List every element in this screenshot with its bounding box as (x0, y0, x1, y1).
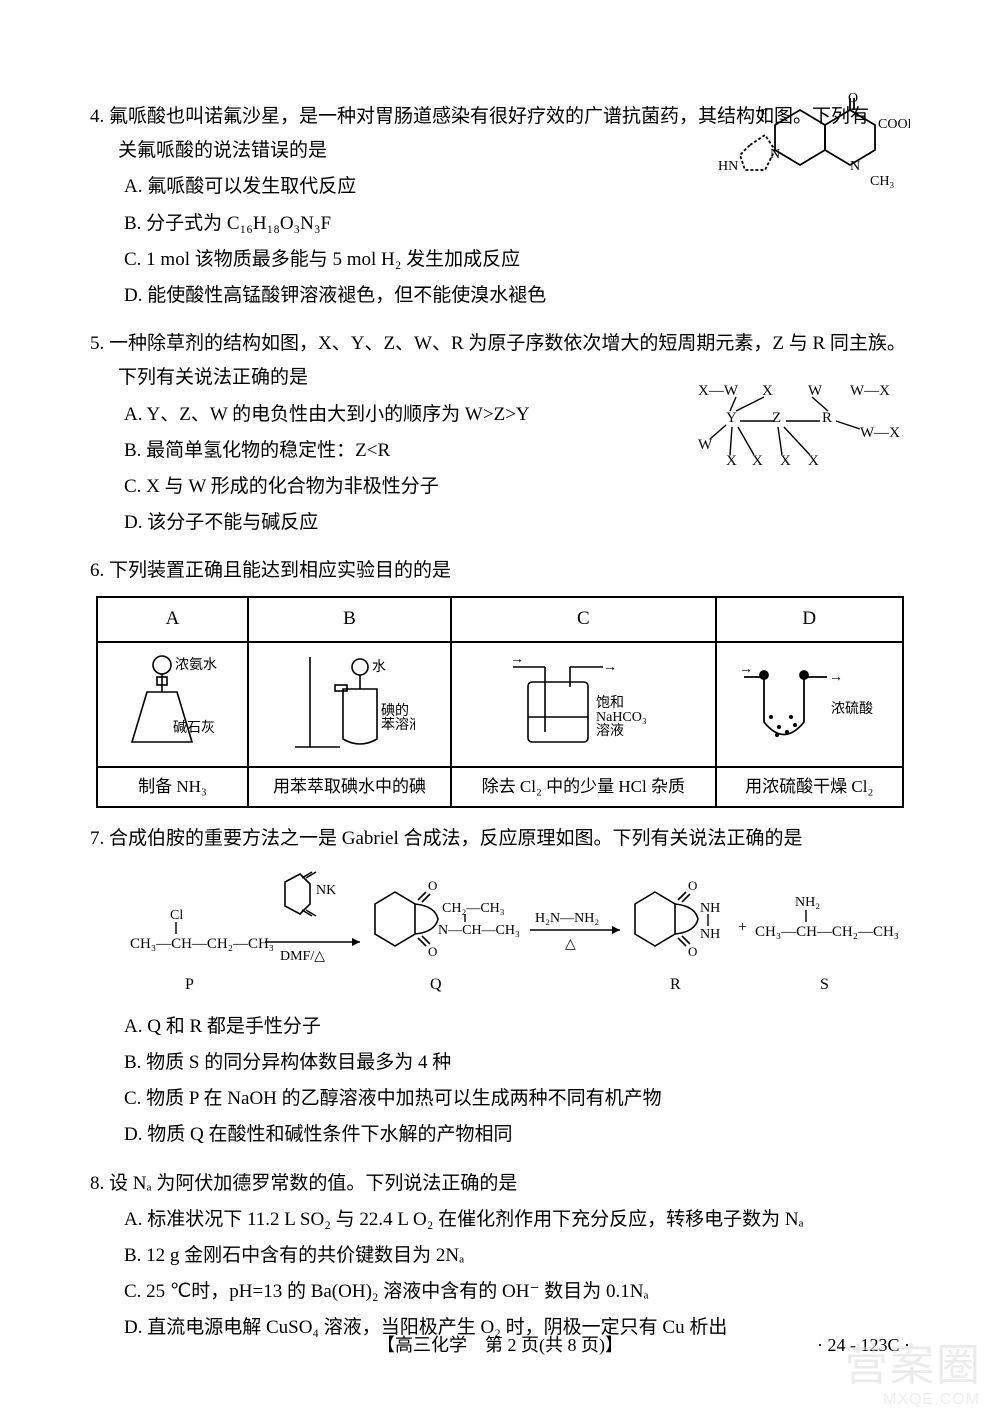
svg-text:CH₃—CH—CH₂—CH₃: CH₃—CH—CH₂—CH₃ (755, 924, 899, 940)
q6-header-row: A B C D (97, 597, 903, 641)
q7-stem: 7. 合成伯胺的重要方法之一是 Gabriel 合成法，反应原理如图。下列有关说… (90, 822, 910, 856)
q5-stem-line1: 5. 一种除草剂的结构如图，X、Y、Z、W、R 为原子序数依次增大的短周期元素，… (90, 327, 910, 361)
svg-text:NH: NH (700, 927, 720, 942)
q6-header-a: A (97, 597, 248, 641)
question-6: 6. 下列装置正确且能达到相应实验目的的是 A B C D (90, 554, 910, 808)
svg-text:F: F (760, 107, 768, 122)
svg-text:X—W: X—W (698, 383, 739, 399)
svg-text:W—X: W—X (860, 425, 900, 441)
q7-reaction-scheme: Cl CH₃—CH—CH₂—CH₃ P NK DMF/△ (130, 864, 910, 1002)
q5-structure-diagram: X—W X W W—X Y Z R W W—X X X X X (690, 377, 900, 467)
svg-text:H₂N—NH₂: H₂N—NH₂ (535, 911, 599, 926)
svg-text:+: + (738, 919, 747, 936)
svg-text:N—CH—CH₃: N—CH—CH₃ (438, 923, 520, 938)
svg-text:NK: NK (316, 883, 336, 898)
svg-text:X: X (780, 453, 791, 467)
svg-text:Z: Z (772, 410, 781, 426)
svg-text:HN: HN (718, 159, 738, 174)
q6-caption-a: 制备 NH₃ (97, 767, 248, 808)
q6-table: A B C D 浓氨水 碱石灰 (96, 596, 904, 808)
svg-text:溶液: 溶液 (596, 723, 624, 739)
q6-apparatus-c: → → 饱和 NaHCO₃ 溶液 (451, 642, 715, 767)
q8-option-b: B. 12 g 金刚石中含有的共价键数目为 2Nₐ (90, 1239, 910, 1273)
q6-apparatus-a: 浓氨水 碱石灰 (97, 642, 248, 767)
q6-apparatus-b: 水 碘的 苯溶液 (248, 642, 451, 767)
svg-text:S: S (820, 976, 829, 993)
svg-text:CH₂—CH₃: CH₂—CH₃ (442, 901, 505, 916)
svg-text:O: O (428, 944, 437, 959)
watermark-sub: MXQE.COM (883, 1386, 980, 1415)
svg-text:O: O (428, 878, 437, 893)
page-footer-right: · 24 - 123C · (817, 1329, 910, 1361)
svg-text:O: O (688, 878, 697, 893)
svg-text:△: △ (565, 937, 576, 952)
q6-apparatus-d: → → 浓硫酸 (716, 642, 903, 767)
q6-header-b: B (248, 597, 451, 641)
q6-stem: 6. 下列装置正确且能达到相应实验目的的是 (90, 554, 910, 588)
q7-option-d: D. 物质 Q 在酸性和碱性条件下水解的产物相同 (90, 1118, 910, 1152)
question-4: 4. 氟哌酸也叫诺氟沙星，是一种对胃肠道感染有很好疗效的广谱抗菌药，其结构如图。… (90, 100, 910, 313)
svg-text:→: → (603, 660, 617, 675)
svg-text:X: X (726, 453, 737, 467)
svg-text:O: O (688, 944, 697, 959)
q4-option-c: C. 1 mol 该物质最多能与 5 mol H₂ 发生加成反应 (90, 243, 910, 277)
svg-text:→: → (510, 652, 524, 667)
svg-text:苯溶液: 苯溶液 (381, 716, 415, 733)
q6-caption-c: 除去 Cl₂ 中的少量 HCl 杂质 (451, 767, 715, 808)
svg-text:N: N (850, 159, 860, 174)
svg-text:Cl: Cl (170, 908, 183, 923)
q7-option-a: A. Q 和 R 都是手性分子 (90, 1010, 910, 1044)
q8-stem: 8. 设 Nₐ 为阿伏加德罗常数的值。下列说法正确的是 (90, 1167, 910, 1201)
svg-text:W: W (808, 383, 823, 399)
svg-text:R: R (670, 976, 681, 993)
svg-text:W—X: W—X (850, 383, 890, 399)
svg-text:N: N (770, 147, 780, 162)
svg-text:NH: NH (700, 901, 720, 916)
svg-text:DMF/△: DMF/△ (280, 949, 325, 964)
question-7: 7. 合成伯胺的重要方法之一是 Gabriel 合成法，反应原理如图。下列有关说… (90, 822, 910, 1152)
svg-text:→: → (739, 662, 753, 677)
svg-text:NaHCO₃: NaHCO₃ (596, 710, 647, 725)
q7-option-b: B. 物质 S 的同分异构体数目最多为 4 种 (90, 1046, 910, 1080)
q6-caption-row: 制备 NH₃ 用苯萃取碘水中的碘 除去 Cl₂ 中的少量 HCl 杂质 用浓硫酸… (97, 767, 903, 808)
svg-text:CH₃: CH₃ (870, 174, 894, 189)
svg-text:Y: Y (726, 410, 737, 426)
q7-option-c: C. 物质 P 在 NaOH 的乙醇溶液中加热可以生成两种不同有机产物 (90, 1082, 910, 1116)
svg-text:碘的: 碘的 (381, 703, 409, 719)
q8-option-c: C. 25 ℃时，pH=13 的 Ba(OH)₂ 溶液中含有的 OH⁻ 数目为 … (90, 1275, 910, 1309)
svg-text:R: R (822, 410, 832, 426)
svg-text:饱和: 饱和 (596, 695, 624, 711)
q5-option-d: D. 该分子不能与碱反应 (90, 506, 910, 540)
svg-text:浓硫酸: 浓硫酸 (831, 701, 873, 717)
svg-text:NH₂: NH₂ (795, 895, 820, 910)
q6-caption-d: 用浓硫酸干燥 Cl₂ (716, 767, 903, 808)
q6-caption-b: 用苯萃取碘水中的碘 (248, 767, 451, 808)
svg-text:浓氨水: 浓氨水 (175, 657, 217, 673)
question-8: 8. 设 Nₐ 为阿伏加德罗常数的值。下列说法正确的是 A. 标准状况下 11.… (90, 1167, 910, 1346)
q4-option-b: B. 分子式为 C₁₆H₁₈O₃N₃F (90, 207, 910, 241)
q5-option-c: C. X 与 W 形成的化合物为非极性分子 (90, 470, 910, 504)
svg-text:水: 水 (372, 659, 386, 675)
q4-option-d: D. 能使酸性高锰酸钾溶液褪色，但不能使溴水褪色 (90, 279, 910, 313)
svg-text:碱石灰: 碱石灰 (173, 720, 215, 736)
q4-structure-diagram: F O COOH N N HN CH₃ (700, 90, 910, 210)
q8-option-a: A. 标准状况下 11.2 L SO₂ 与 22.4 L O₂ 在催化剂作用下充… (90, 1203, 910, 1237)
q6-header-c: C (451, 597, 715, 641)
svg-text:COOH: COOH (878, 117, 910, 132)
question-5: 5. 一种除草剂的结构如图，X、Y、Z、W、R 为原子序数依次增大的短周期元素，… (90, 327, 910, 540)
svg-text:→: → (829, 670, 843, 685)
svg-text:P: P (185, 976, 194, 993)
svg-text:W: W (698, 437, 713, 453)
svg-text:Q: Q (430, 976, 442, 993)
q6-apparatus-row: 浓氨水 碱石灰 水 (97, 642, 903, 767)
q6-header-d: D (716, 597, 903, 641)
svg-text:CH₃—CH—CH₂—CH₃: CH₃—CH—CH₂—CH₃ (130, 936, 274, 952)
